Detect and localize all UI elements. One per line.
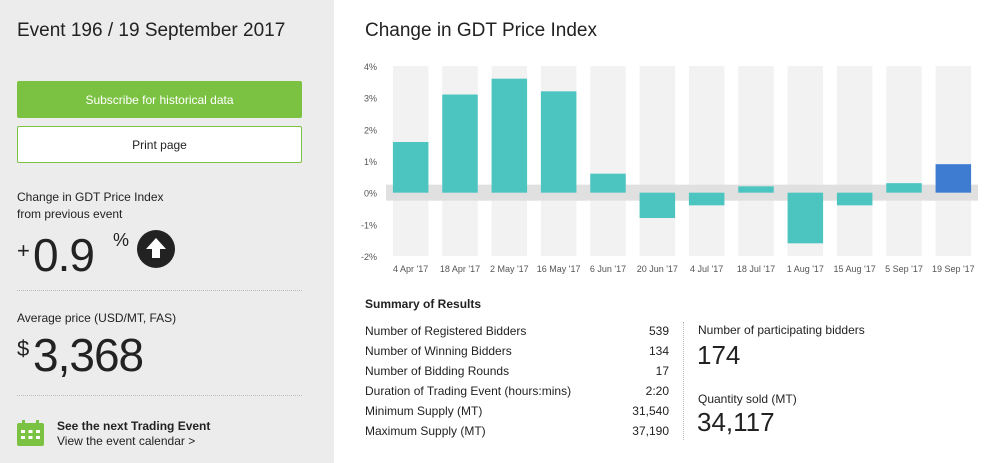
column-band: [935, 66, 972, 256]
chart-title: Change in GDT Price Index: [365, 20, 597, 41]
x-tick-label: 15 Aug '17: [834, 264, 876, 274]
bar[interactable]: [836, 192, 873, 206]
summary-row-value: 37,190: [632, 424, 669, 438]
x-tick-label: 4 Jul '17: [690, 264, 723, 274]
subscribe-button[interactable]: Subscribe for historical data: [17, 81, 302, 118]
bar[interactable]: [738, 186, 774, 193]
arrow-up-circle-icon: [137, 230, 175, 268]
x-tick-label: 20 Jun '17: [637, 264, 678, 274]
y-tick-label: 0%: [364, 189, 377, 199]
calendar-icon[interactable]: [17, 420, 44, 446]
x-tick-label: 4 Apr '17: [393, 264, 428, 274]
bar[interactable]: [886, 183, 922, 193]
bar[interactable]: [540, 91, 577, 193]
zero-band: [386, 184, 978, 201]
summary-table: Number of Registered Bidders 539 Number of…: [365, 322, 669, 442]
x-tick-label: 18 Apr '17: [440, 264, 480, 274]
column-band: [836, 66, 873, 256]
summary-row-value: 2:20: [645, 384, 669, 398]
bar[interactable]: [787, 192, 824, 244]
summary-row: Number of Bidding Rounds 17: [365, 362, 669, 382]
y-tick-label: 3%: [364, 94, 377, 104]
summary-row-label: Number of Winning Bidders: [365, 344, 512, 358]
change-label: Change in GDT Price Index from previous …: [17, 189, 217, 223]
x-tick-label: 1 Aug '17: [787, 264, 824, 274]
column-band: [639, 66, 676, 256]
summary-row-label: Duration of Trading Event (hours:mins): [365, 384, 572, 398]
x-tick-label: 2 May '17: [490, 264, 529, 274]
y-tick-label: -2%: [361, 252, 377, 262]
summary-row-label: Minimum Supply (MT): [365, 404, 483, 418]
change-label-line2: from previous event: [17, 207, 123, 221]
quantity-sold-value: 34,117: [697, 407, 775, 437]
column-band: [738, 66, 774, 256]
summary-row-label: Number of Bidding Rounds: [365, 364, 510, 378]
bar[interactable]: [935, 164, 972, 193]
average-price-number: 3,368: [33, 329, 144, 381]
y-tick-label: 1%: [364, 157, 377, 167]
y-tick-label: -1%: [361, 220, 377, 230]
bar[interactable]: [590, 173, 626, 193]
column-band: [886, 66, 922, 256]
bar[interactable]: [491, 78, 528, 193]
print-page-button[interactable]: Print page: [17, 126, 302, 163]
summary-row-value: 539: [648, 324, 669, 338]
change-label-line1: Change in GDT Price Index: [17, 190, 164, 204]
bar[interactable]: [688, 192, 725, 206]
bar[interactable]: [392, 142, 429, 193]
y-tick-label: 4%: [364, 62, 377, 72]
y-tick-label: 2%: [364, 125, 377, 135]
summary-row-value: 134: [648, 344, 669, 358]
bar[interactable]: [442, 94, 478, 193]
participating-bidders-label: Number of participating bidders: [698, 323, 865, 337]
participating-bidders-value: 174: [697, 340, 741, 370]
average-price-label: Average price (USD/MT, FAS): [17, 311, 177, 325]
currency-symbol: $: [17, 336, 30, 361]
summary-row: Duration of Trading Event (hours:mins) 2:…: [365, 382, 669, 402]
x-tick-label: 19 Sep '17: [932, 264, 975, 274]
summary-row-label: Number of Registered Bidders: [365, 324, 527, 338]
divider: [683, 322, 684, 440]
change-unit: %: [113, 230, 130, 250]
summary-row-value: 31,540: [632, 404, 669, 418]
summary-row-value: 17: [655, 364, 669, 378]
x-tick-label: 16 May '17: [537, 264, 581, 274]
summary-row: Number of Registered Bidders 539: [365, 322, 669, 342]
column-band: [590, 66, 626, 256]
summary-title: Summary of Results: [365, 297, 482, 311]
quantity-sold-label: Quantity sold (MT): [698, 392, 797, 406]
bar[interactable]: [639, 192, 676, 218]
column-band: [688, 66, 725, 256]
summary-row-label: Maximum Supply (MT): [365, 424, 486, 438]
x-tick-label: 6 Jun '17: [590, 264, 626, 274]
summary-row: Number of Winning Bidders 134: [365, 342, 669, 362]
sidebar: Event 196 / 19 September 2017 Subscribe …: [0, 0, 334, 463]
divider: [17, 395, 302, 396]
x-tick-label: 18 Jul '17: [737, 264, 775, 274]
summary-row: Minimum Supply (MT) 31,540: [365, 402, 669, 422]
divider: [17, 290, 302, 291]
change-number: 0.9: [33, 229, 95, 281]
x-tick-label: 5 Sep '17: [885, 264, 923, 274]
event-title: Event 196 / 19 September 2017: [17, 20, 286, 41]
summary-row: Maximum Supply (MT) 37,190: [365, 422, 669, 442]
next-event-title: See the next Trading Event: [57, 419, 211, 433]
change-sign: +: [17, 238, 30, 263]
event-calendar-link[interactable]: View the event calendar >: [57, 434, 196, 448]
price-index-chart: 4% 3% 2% 1% 0% -1% -2% 4 Apr '17 18 Apr '17 2 May…: [361, 62, 978, 274]
